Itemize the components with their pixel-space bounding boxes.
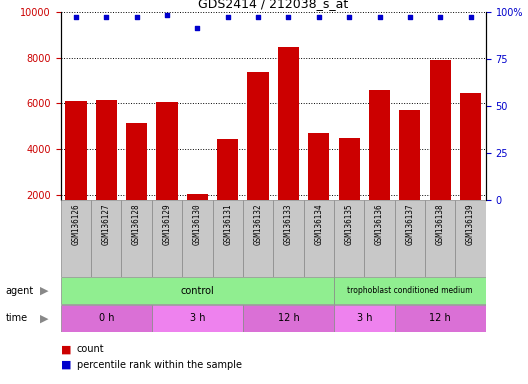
Bar [61,305,152,332]
Bar [156,103,177,242]
Bar [212,200,243,277]
Text: 12 h: 12 h [278,313,299,323]
Point [315,14,323,20]
Bar [65,101,87,242]
Text: GSM136130: GSM136130 [193,203,202,245]
Title: GDS2414 / 212038_s_at: GDS2414 / 212038_s_at [198,0,348,10]
Bar [96,100,117,242]
Text: GSM136137: GSM136137 [406,203,414,245]
Bar [91,200,121,277]
Text: 3 h: 3 h [190,313,205,323]
Text: 12 h: 12 h [429,313,451,323]
Point [406,14,414,20]
Bar [243,305,334,332]
Bar [460,93,481,242]
Bar [243,200,274,277]
Text: ▶: ▶ [40,286,48,296]
Bar [394,305,486,332]
Bar [182,200,212,277]
Text: count: count [77,344,104,354]
Bar [430,60,451,242]
Text: GSM136138: GSM136138 [436,203,445,245]
Text: GSM136126: GSM136126 [71,203,80,245]
Bar [425,200,455,277]
Text: ■: ■ [61,360,71,370]
Bar [304,200,334,277]
Bar [278,47,299,242]
Text: GSM136131: GSM136131 [223,203,232,245]
Point [254,14,262,20]
Bar [61,277,334,304]
Bar [334,305,395,332]
Bar [455,200,486,277]
Text: trophoblast conditioned medium: trophoblast conditioned medium [347,286,473,295]
Point [133,14,141,20]
Bar [394,200,425,277]
Bar [248,73,269,242]
Text: ■: ■ [61,344,71,354]
Point [72,14,80,20]
Bar [126,123,147,242]
Point [466,14,475,20]
Point [193,25,202,31]
Bar [217,139,238,242]
Point [345,14,353,20]
Text: percentile rank within the sample: percentile rank within the sample [77,360,242,370]
Bar [369,90,390,242]
Bar [334,200,364,277]
Text: time: time [5,313,27,323]
Bar [152,305,243,332]
Bar [338,138,360,242]
Text: ▶: ▶ [40,313,48,323]
Text: GSM136132: GSM136132 [253,203,262,245]
Bar [274,200,304,277]
Bar [364,200,395,277]
Text: GSM136128: GSM136128 [132,203,141,245]
Point [223,14,232,20]
Point [163,12,171,18]
Text: GSM136134: GSM136134 [314,203,323,245]
Text: 3 h: 3 h [356,313,372,323]
Text: 0 h: 0 h [99,313,114,323]
Bar [61,200,91,277]
Point [284,14,293,20]
Bar [121,200,152,277]
Bar [187,194,208,242]
Point [102,14,110,20]
Bar [308,133,329,242]
Text: GSM136133: GSM136133 [284,203,293,245]
Point [436,14,445,20]
Bar [399,110,420,242]
Text: GSM136136: GSM136136 [375,203,384,245]
Text: agent: agent [5,286,34,296]
Text: control: control [181,286,214,296]
Text: GSM136135: GSM136135 [345,203,354,245]
Bar [334,277,486,304]
Point [375,14,384,20]
Text: GSM136127: GSM136127 [102,203,111,245]
Text: GSM136139: GSM136139 [466,203,475,245]
Bar [152,200,182,277]
Text: GSM136129: GSM136129 [163,203,172,245]
